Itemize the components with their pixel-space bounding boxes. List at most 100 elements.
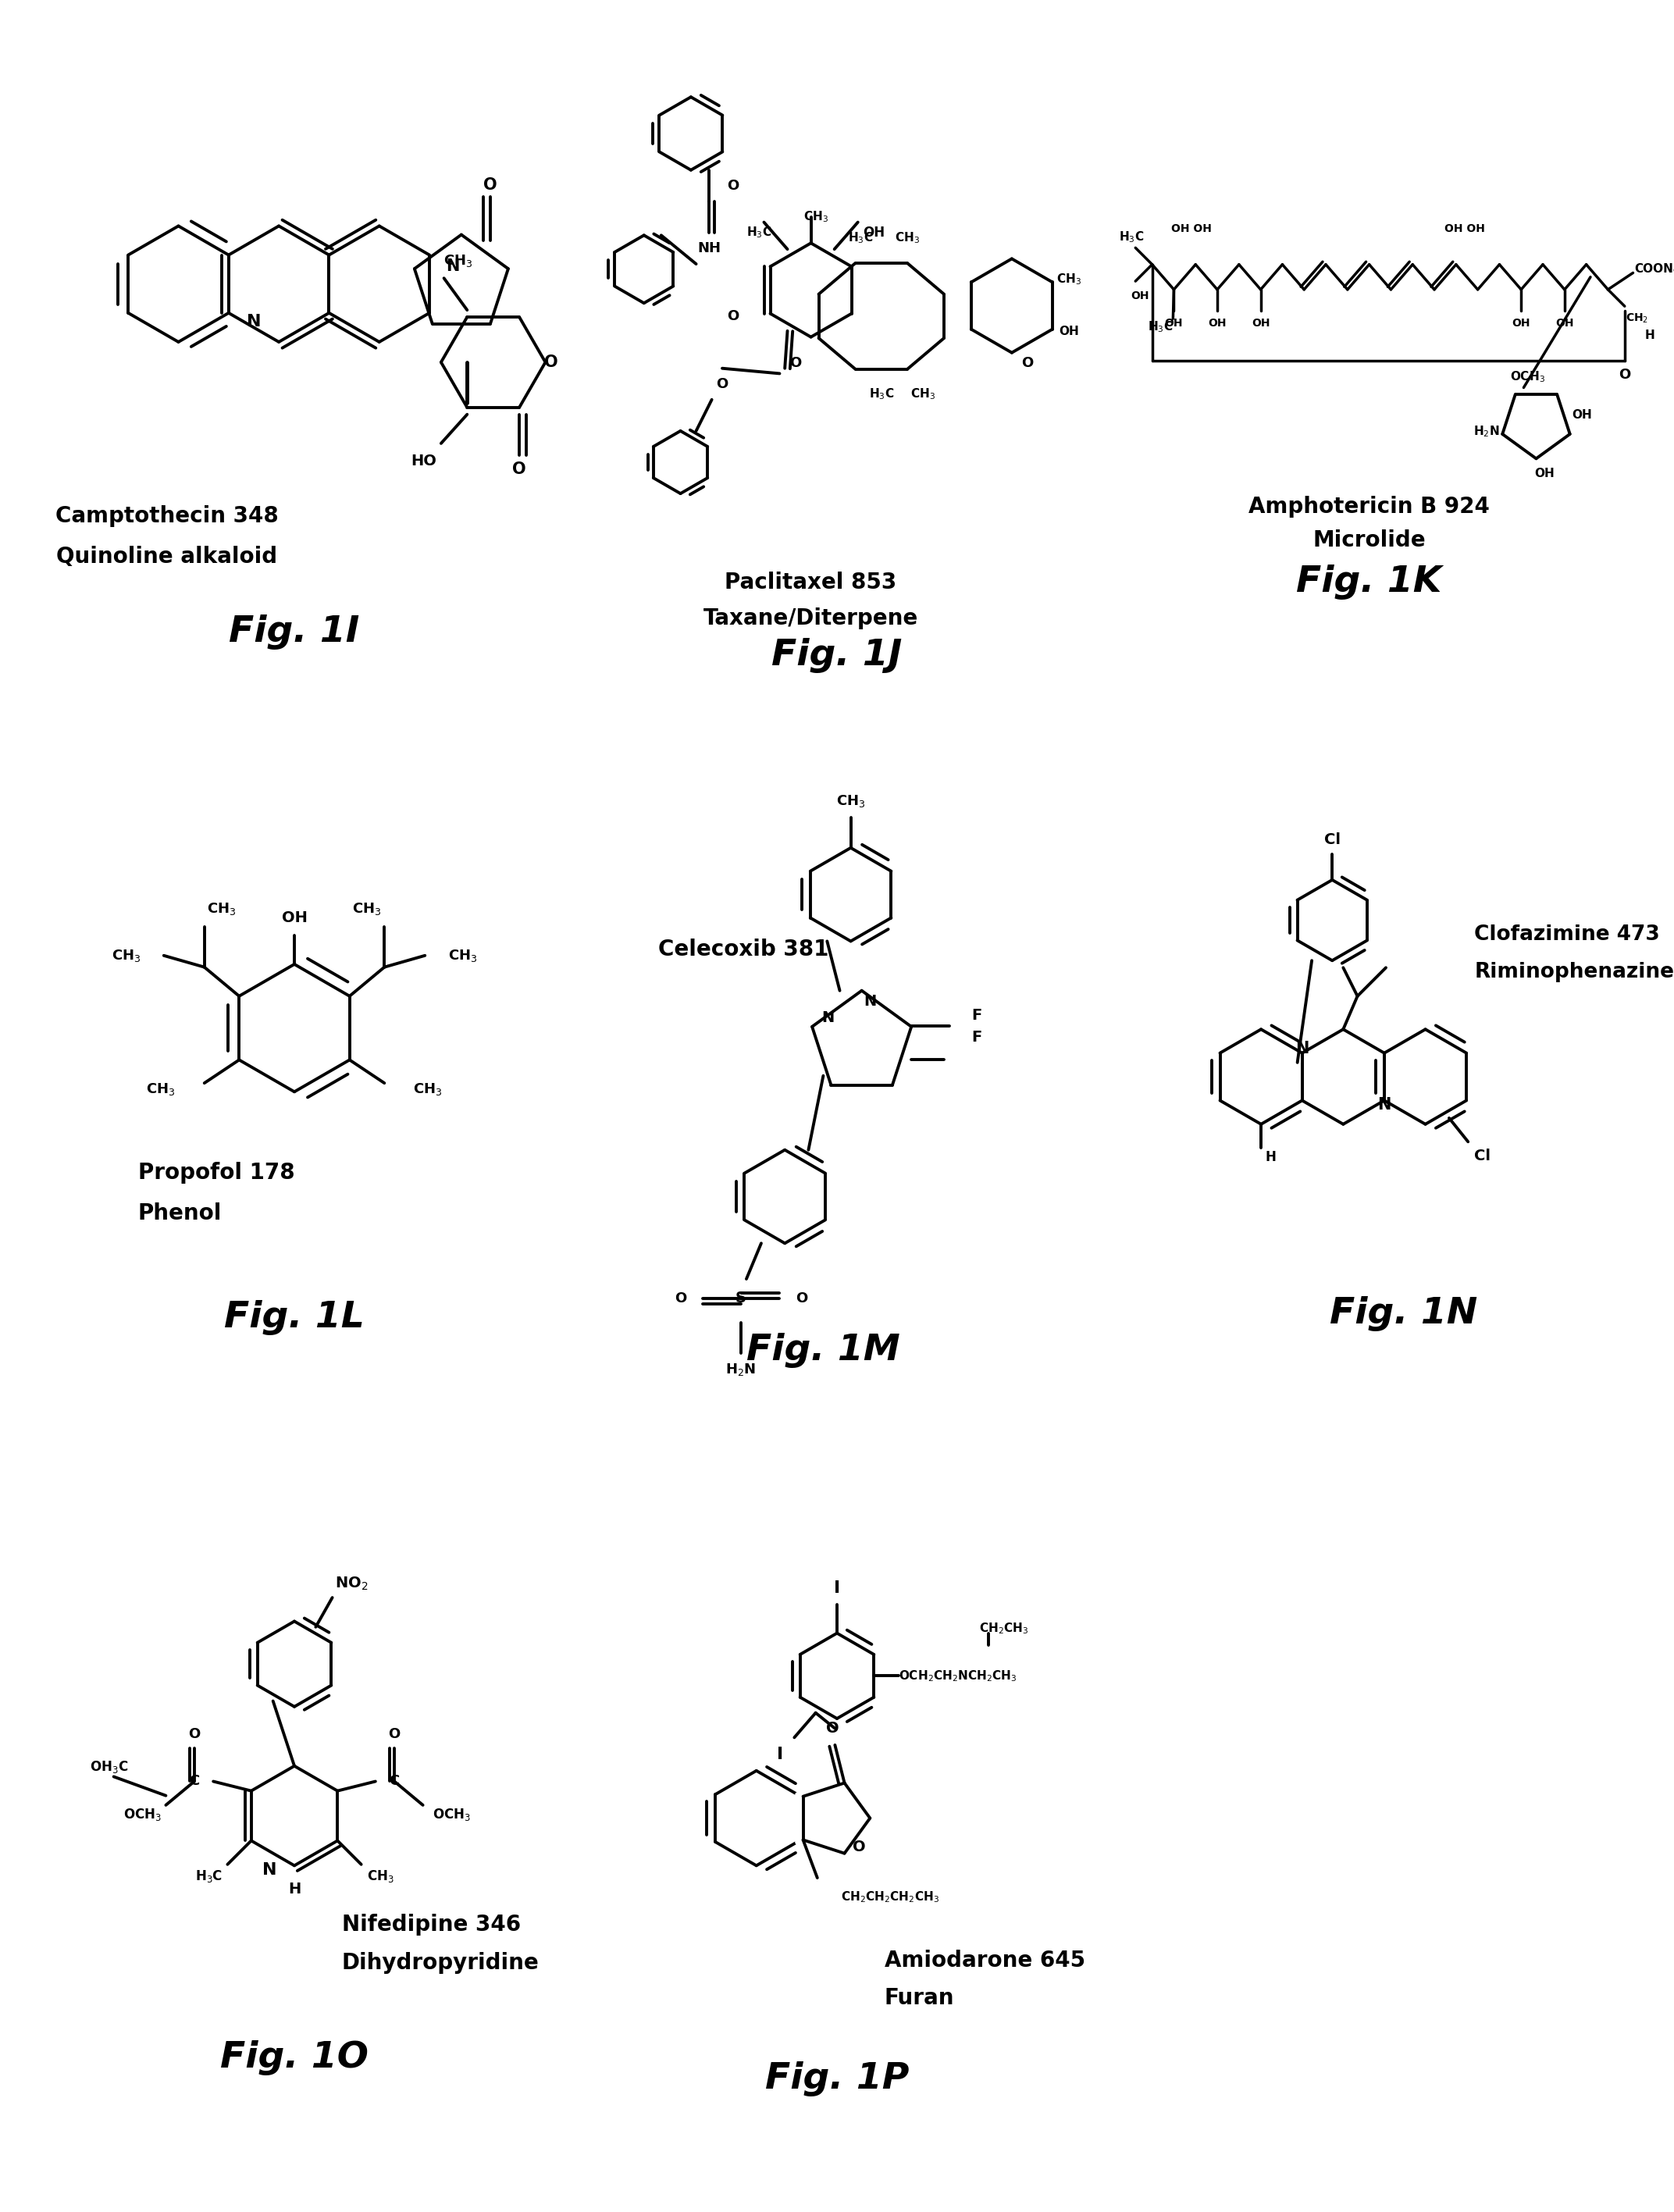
Text: Quinoline alkaloid: Quinoline alkaloid <box>57 546 278 568</box>
Text: OCH$_3$: OCH$_3$ <box>432 1807 470 1823</box>
Text: CH$_3$: CH$_3$ <box>146 1082 176 1097</box>
Text: OH: OH <box>1555 319 1574 327</box>
Text: C: C <box>189 1774 199 1790</box>
Text: F: F <box>973 1009 983 1022</box>
Text: OH: OH <box>1252 319 1271 327</box>
Text: H: H <box>288 1882 301 1896</box>
Text: O: O <box>544 354 557 369</box>
Text: CH$_2$CH$_3$: CH$_2$CH$_3$ <box>979 1621 1030 1635</box>
Text: CH$_2$: CH$_2$ <box>1625 312 1649 325</box>
Text: Phenol: Phenol <box>137 1203 221 1225</box>
Text: Fig. 1J: Fig. 1J <box>772 637 902 672</box>
Text: Fig. 1N: Fig. 1N <box>1329 1296 1476 1332</box>
Text: H: H <box>1646 330 1654 341</box>
Text: H$_3$C: H$_3$C <box>194 1869 223 1885</box>
Text: Amiodarone 645: Amiodarone 645 <box>884 1949 1085 1971</box>
Text: Riminophenazine: Riminophenazine <box>1475 962 1674 982</box>
Text: S: S <box>735 1292 747 1305</box>
Text: Propofol 178: Propofol 178 <box>137 1161 295 1183</box>
Text: Furan: Furan <box>884 1986 954 2008</box>
Text: OH OH: OH OH <box>1445 223 1485 234</box>
Text: H$_3$C: H$_3$C <box>1148 321 1173 334</box>
Text: O: O <box>484 177 497 192</box>
Text: CH$_2$CH$_2$CH$_2$CH$_3$: CH$_2$CH$_2$CH$_2$CH$_3$ <box>840 1889 939 1905</box>
Text: OCH$_3$: OCH$_3$ <box>1510 369 1545 385</box>
Text: I: I <box>777 1745 783 1763</box>
Text: O: O <box>790 356 802 369</box>
Text: NO$_2$: NO$_2$ <box>335 1575 368 1593</box>
Text: CH$_3$: CH$_3$ <box>112 947 141 964</box>
Text: Fig. 1O: Fig. 1O <box>221 2039 368 2075</box>
Text: OH: OH <box>1209 319 1227 327</box>
Text: H$_3$C: H$_3$C <box>847 230 874 246</box>
Text: CH$_3$: CH$_3$ <box>911 387 936 403</box>
Text: CH$_3$: CH$_3$ <box>367 1869 393 1885</box>
Text: Fig. 1K: Fig. 1K <box>1296 564 1441 599</box>
Text: O: O <box>852 1838 865 1854</box>
Text: Dihydropyridine: Dihydropyridine <box>341 1951 539 1973</box>
Text: Fig. 1M: Fig. 1M <box>747 1334 901 1367</box>
Text: OH OH: OH OH <box>1172 223 1212 234</box>
Text: CH$_3$: CH$_3$ <box>835 794 865 810</box>
Text: N: N <box>445 259 459 274</box>
Text: OCH$_3$: OCH$_3$ <box>124 1807 161 1823</box>
Text: Fig. 1I: Fig. 1I <box>229 615 360 650</box>
Text: H: H <box>1266 1150 1276 1164</box>
Text: N: N <box>822 1011 834 1026</box>
Text: Camptothecin 348: Camptothecin 348 <box>55 504 278 526</box>
Text: OH: OH <box>1060 325 1080 338</box>
Text: Celecoxib 381: Celecoxib 381 <box>658 938 829 960</box>
Text: CH$_3$: CH$_3$ <box>1056 272 1081 288</box>
Text: O: O <box>727 179 738 192</box>
Text: Clofazimine 473: Clofazimine 473 <box>1475 925 1661 945</box>
Text: O: O <box>512 462 526 478</box>
Text: Microlide: Microlide <box>1312 529 1426 551</box>
Text: O: O <box>1021 356 1033 369</box>
Text: OH$_3$C: OH$_3$C <box>90 1759 129 1774</box>
Text: CH$_3$: CH$_3$ <box>208 900 236 918</box>
Text: H$_3$C: H$_3$C <box>869 387 894 403</box>
Text: CH$_3$: CH$_3$ <box>896 230 921 246</box>
Text: OH: OH <box>1535 467 1555 480</box>
Text: CH$_3$: CH$_3$ <box>444 252 474 268</box>
Text: NH: NH <box>698 241 721 254</box>
Text: F: F <box>973 1031 983 1044</box>
Text: H$_3$C: H$_3$C <box>747 226 772 239</box>
Text: N: N <box>1378 1097 1391 1113</box>
Text: OH: OH <box>281 911 308 925</box>
Text: O: O <box>675 1292 686 1305</box>
Text: N: N <box>864 993 876 1009</box>
Text: Cl: Cl <box>1324 832 1341 847</box>
Text: OCH$_2$CH$_2$NCH$_2$CH$_3$: OCH$_2$CH$_2$NCH$_2$CH$_3$ <box>899 1668 1018 1683</box>
Text: N: N <box>246 314 261 330</box>
Text: Fig. 1L: Fig. 1L <box>224 1301 365 1336</box>
Text: OH: OH <box>1165 319 1184 327</box>
Text: CH$_3$: CH$_3$ <box>413 1082 442 1097</box>
Text: Taxane/Diterpene: Taxane/Diterpene <box>703 608 919 630</box>
Text: C: C <box>390 1774 400 1790</box>
Text: Nifedipine 346: Nifedipine 346 <box>341 1913 521 1936</box>
Text: O: O <box>727 310 738 323</box>
Text: O: O <box>388 1728 400 1741</box>
Text: CH$_3$: CH$_3$ <box>804 210 829 223</box>
Text: HO: HO <box>410 453 437 469</box>
Text: I: I <box>834 1579 840 1595</box>
Text: Fig. 1P: Fig. 1P <box>765 2062 909 2097</box>
Text: O: O <box>1619 367 1630 383</box>
Text: Paclitaxel 853: Paclitaxel 853 <box>725 571 897 593</box>
Text: H$_2$N: H$_2$N <box>725 1363 757 1378</box>
Text: OH: OH <box>1572 409 1592 420</box>
Text: O: O <box>189 1728 201 1741</box>
Text: N: N <box>263 1863 276 1878</box>
Text: H$_3$C: H$_3$C <box>1118 230 1143 246</box>
Text: O: O <box>716 376 728 392</box>
Text: Amphotericin B 924: Amphotericin B 924 <box>1249 495 1490 518</box>
Text: OH: OH <box>862 226 884 239</box>
Text: Cl: Cl <box>1475 1148 1490 1164</box>
Text: CH$_3$: CH$_3$ <box>449 947 477 964</box>
Text: CH$_3$: CH$_3$ <box>353 900 382 918</box>
Text: H$_2$N: H$_2$N <box>1473 425 1500 438</box>
Text: OH: OH <box>1130 290 1148 301</box>
Text: OH: OH <box>1512 319 1530 327</box>
Text: COONa: COONa <box>1634 263 1674 274</box>
